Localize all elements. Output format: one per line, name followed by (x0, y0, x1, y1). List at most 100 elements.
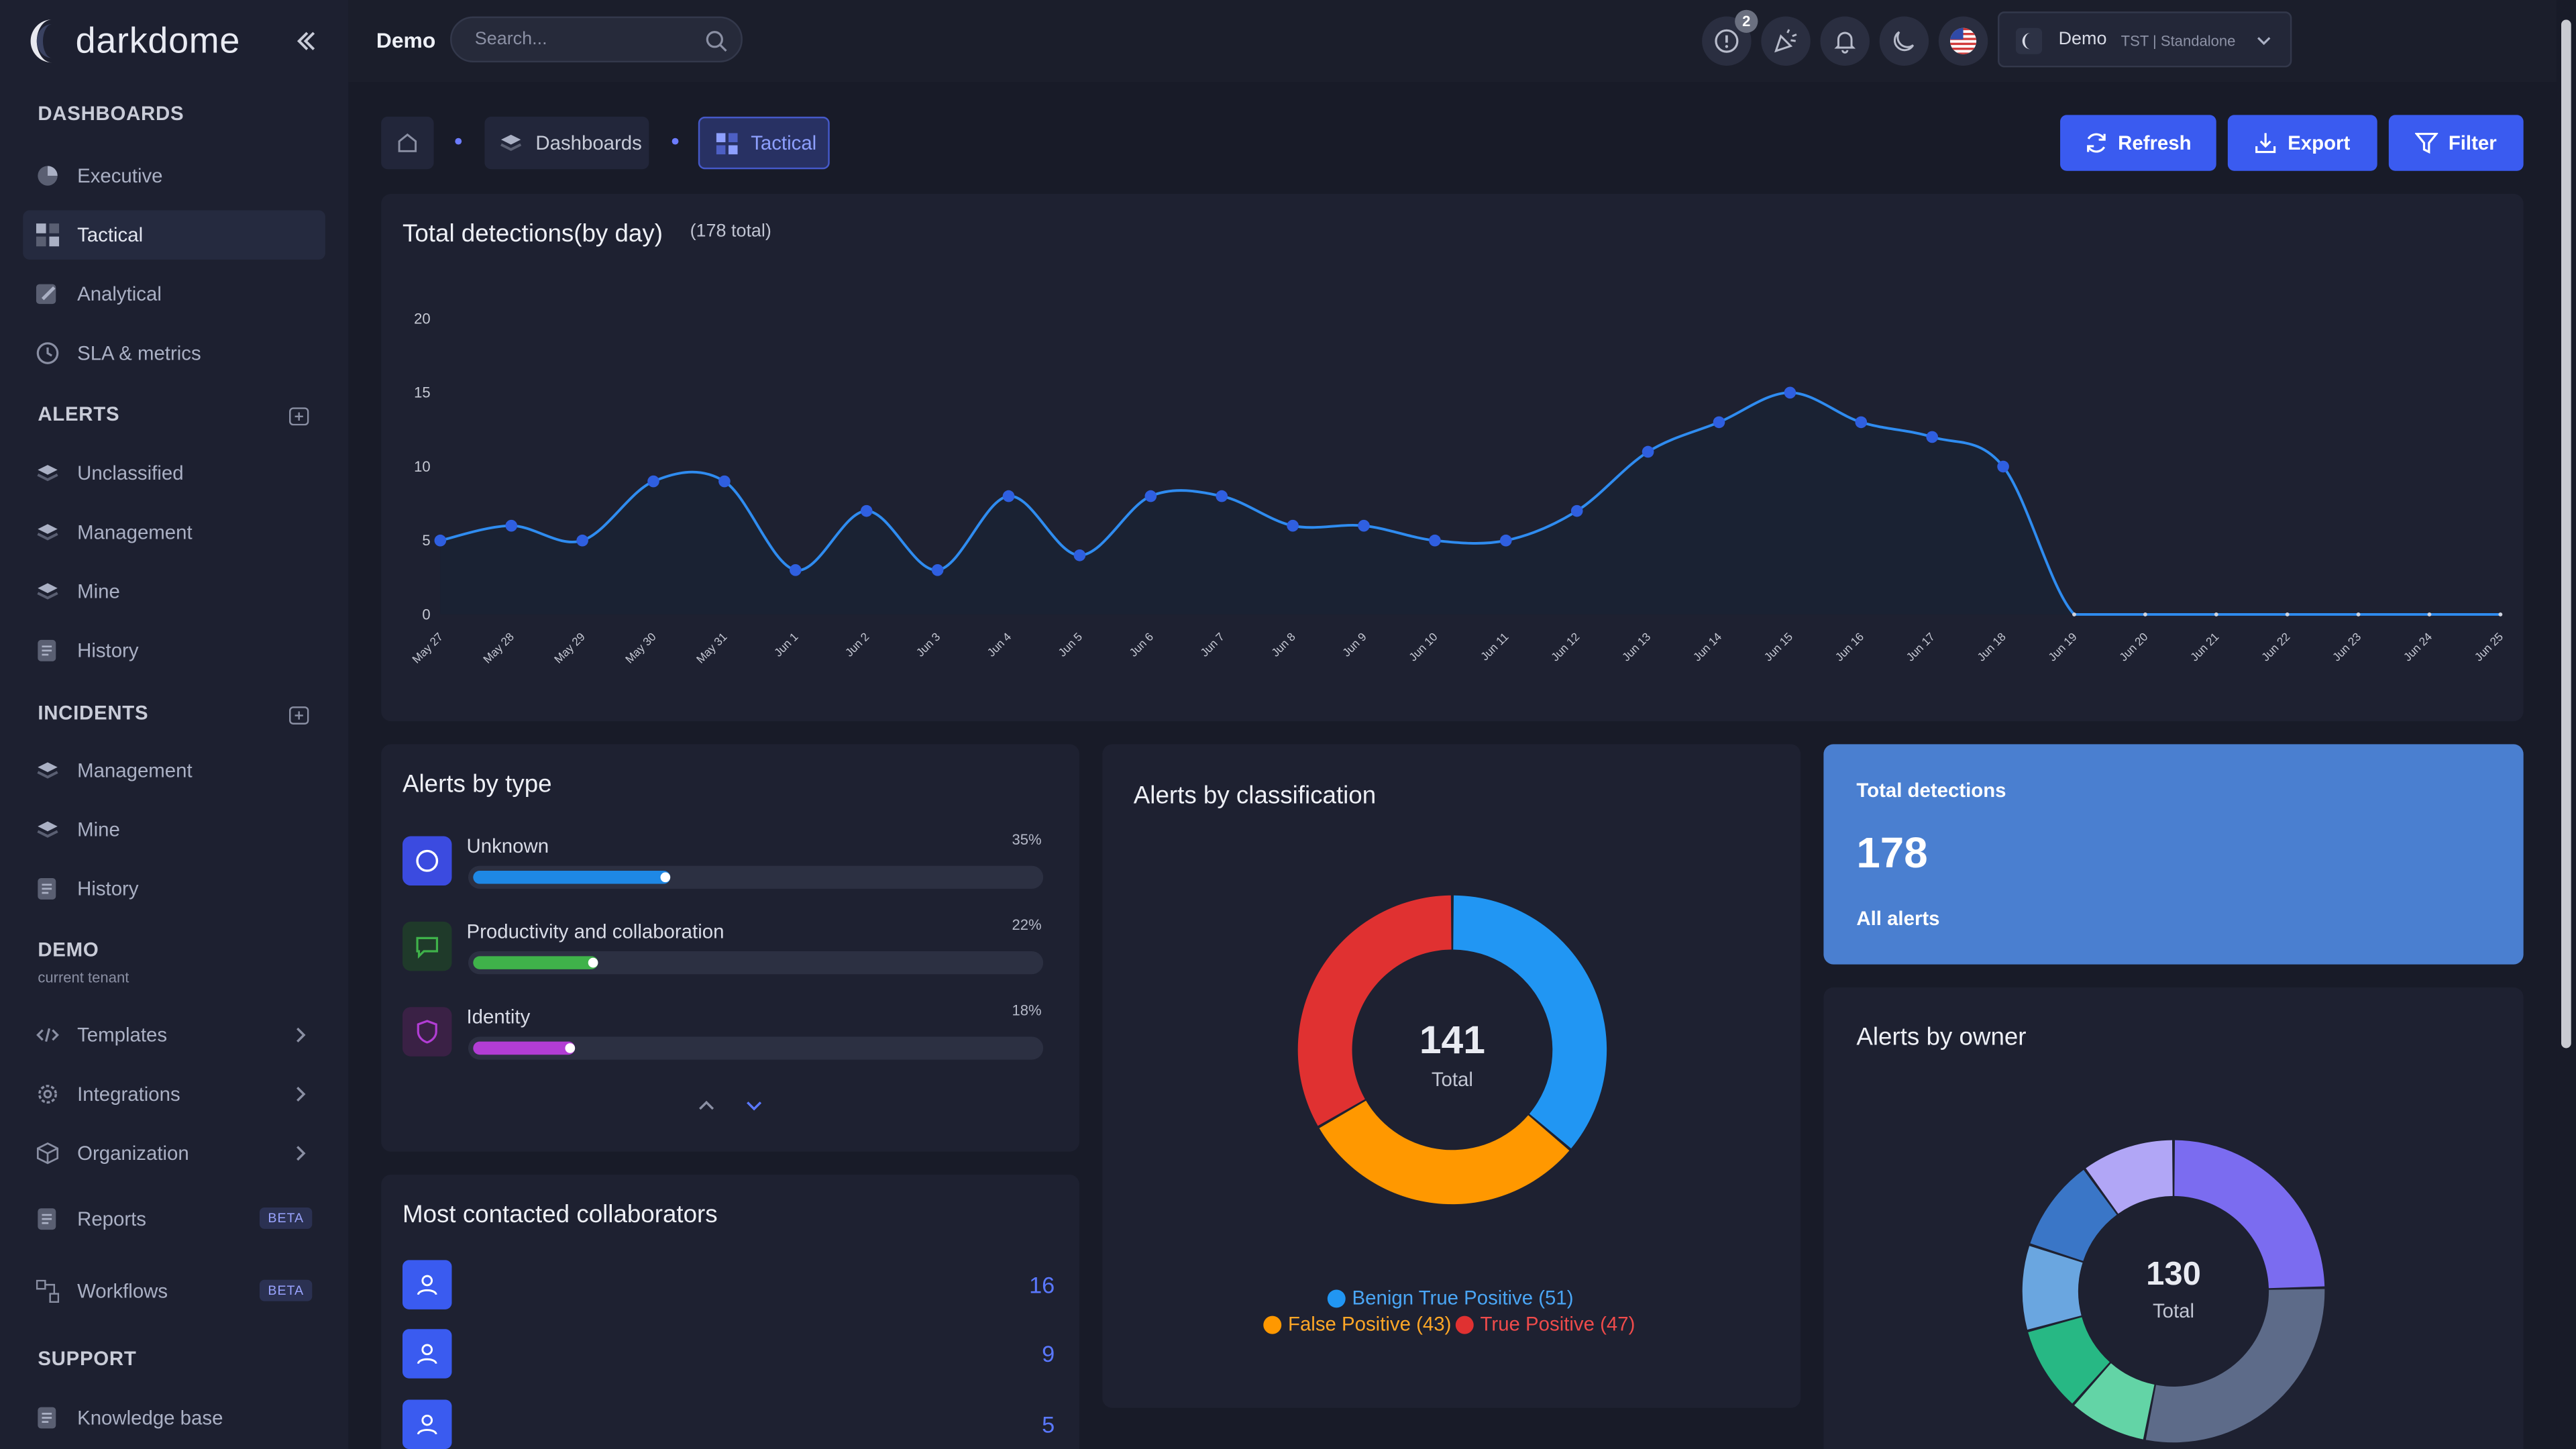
y-tick-label: 10 (414, 458, 431, 475)
sidebar-item-knowledge-base[interactable]: Knowledge base (23, 1393, 325, 1442)
legend-dot (1263, 1315, 1282, 1334)
data-point (576, 534, 588, 547)
moon-icon (1893, 31, 1915, 52)
sidebar-item-incidents-mine[interactable]: Mine (23, 805, 325, 854)
sidebar-item-integrations[interactable]: Integrations (23, 1069, 325, 1118)
user-avatar-icon (402, 1260, 452, 1309)
sidebar-item-label: Templates (77, 1023, 168, 1047)
collaborator-row[interactable]: 5 (402, 1399, 1055, 1449)
legend-true-positive[interactable]: True Positive (47) (1455, 1313, 1635, 1336)
sidebar-item-alerts-management[interactable]: Management (23, 508, 325, 557)
breadcrumb-dashboards[interactable]: Dashboards (484, 116, 649, 170)
workflow-icon (36, 1279, 60, 1303)
user-avatar-icon (402, 1329, 452, 1379)
refresh-button[interactable]: Refresh (2060, 115, 2216, 171)
report-icon (36, 1208, 59, 1230)
page-scrollbar[interactable] (2556, 0, 2576, 1449)
x-tick-label: Jun 20 (2116, 630, 2151, 664)
sidebar-item-tactical[interactable]: Tactical (23, 210, 325, 260)
sidebar-item-alerts-mine[interactable]: Mine (23, 567, 325, 616)
chevron-down-icon (2257, 37, 2271, 46)
us-flag-icon (1949, 28, 1977, 54)
data-point (647, 475, 659, 488)
layers-icon (36, 759, 59, 782)
search-input[interactable] (471, 28, 692, 51)
sidebar-item-label: Management (77, 521, 193, 544)
sidebar: darkdome DASHBOARDS Executive Tactical A… (0, 0, 349, 1449)
alerts-by-type-card: Alerts by type Unknown 35% Productivity … (381, 744, 1079, 1152)
tenant-switcher[interactable]: Demo TST | Standalone (1997, 11, 2292, 68)
owner-center-label: Total (2152, 1299, 2195, 1323)
alerts-by-type-title: Alerts by type (402, 770, 552, 799)
x-tick-label: Jun 25 (2472, 630, 2506, 664)
top-bar: Demo 2 Demo (348, 0, 2557, 83)
scrollbar-thumb[interactable] (2561, 19, 2571, 1049)
alert-type-label: Productivity and collaboration (466, 920, 724, 943)
sidebar-item-workflows[interactable]: Workflows BETA (23, 1267, 325, 1316)
theme-toggle-button[interactable] (1879, 16, 1929, 66)
donut-slice (1453, 895, 1607, 1148)
donut-slice (1297, 895, 1452, 1126)
sidebar-item-alerts-history[interactable]: History (23, 626, 325, 675)
sidebar-item-label: Mine (77, 818, 120, 841)
sidebar-item-executive[interactable]: Executive (23, 151, 325, 200)
data-point (1429, 534, 1441, 547)
alert-type-row-identity[interactable]: Identity 18% (402, 1002, 1044, 1068)
language-button[interactable] (1938, 16, 1988, 66)
chevron-down-icon[interactable] (744, 1095, 763, 1115)
code-icon (36, 1024, 59, 1046)
announcements-button[interactable] (1761, 16, 1811, 66)
x-tick-label: Jun 9 (1340, 630, 1369, 659)
detections-line-chart: 0 5 10 15 20 May 27 May 28 May 29 May 30 May 31 Ju… (409, 310, 2506, 665)
breadcrumb-home[interactable] (381, 116, 434, 170)
sidebar-item-sla-metrics[interactable]: SLA & metrics (23, 329, 325, 378)
collaborator-row[interactable]: 16 (402, 1260, 1055, 1309)
chat-bubble-icon (402, 921, 452, 971)
classification-center-label: Total (1431, 1067, 1473, 1091)
sidebar-item-incidents-management[interactable]: Management (23, 746, 325, 795)
data-point (2285, 612, 2290, 616)
search-icon[interactable] (705, 30, 728, 52)
pie-chart-icon (36, 164, 59, 187)
alert-type-row-unknown[interactable]: Unknown 35% (402, 831, 1044, 897)
legend-benign-true-positive[interactable]: Benign True Positive (51) (1327, 1286, 1574, 1309)
x-tick-label: Jun 17 (1903, 630, 1937, 664)
sidebar-item-reports[interactable]: Reports BETA (23, 1194, 325, 1243)
collaborator-row[interactable]: 9 (402, 1329, 1055, 1379)
total-detections-card[interactable]: Total detections 178 All alerts (1823, 744, 2524, 965)
sidebar-item-unclassified[interactable]: Unclassified (23, 449, 325, 498)
donut-slice (2022, 1246, 2083, 1330)
legend-label: Benign True Positive (51) (1352, 1286, 1574, 1309)
add-alert-icon[interactable] (289, 406, 309, 426)
grid-icon (36, 223, 60, 247)
export-button[interactable]: Export (2227, 115, 2377, 171)
sidebar-item-label: Analytical (77, 282, 162, 306)
sidebar-item-label: Workflows (77, 1279, 168, 1303)
sidebar-item-incidents-history[interactable]: History (23, 864, 325, 913)
filter-button[interactable]: Filter (2388, 115, 2524, 171)
brand-logo[interactable]: darkdome (26, 16, 240, 65)
notifications-button[interactable] (1820, 16, 1870, 66)
cube-icon (36, 1142, 59, 1165)
breadcrumb-tactical[interactable]: Tactical (698, 116, 830, 170)
data-point (1926, 431, 1939, 443)
add-incident-icon[interactable] (289, 705, 309, 725)
most-contacted-collaborators-card: Most contacted collaborators 16 9 5 (381, 1175, 1079, 1449)
alerts-info-button[interactable]: 2 (1702, 9, 1758, 66)
sidebar-item-templates[interactable]: Templates (23, 1010, 325, 1059)
legend-false-positive[interactable]: False Positive (43) (1263, 1313, 1451, 1336)
data-point (718, 475, 731, 488)
beta-badge: BETA (260, 1279, 313, 1301)
search-box[interactable] (450, 16, 743, 63)
collapse-sidebar-icon[interactable] (292, 26, 319, 56)
chevron-up-icon[interactable] (696, 1095, 716, 1115)
sidebar-item-analytical[interactable]: Analytical (23, 270, 325, 319)
alert-type-row-productivity[interactable]: Productivity and collaboration 22% (402, 917, 1044, 983)
section-tenant-subtitle: current tenant (38, 969, 129, 986)
x-tick-label: Jun 13 (1619, 630, 1654, 664)
alerts-by-owner-card: Alerts by owner 130 Total (1823, 987, 2524, 1449)
sidebar-item-organization[interactable]: Organization (23, 1128, 325, 1177)
layers-icon (499, 131, 522, 154)
section-support-title: SUPPORT (38, 1347, 137, 1371)
